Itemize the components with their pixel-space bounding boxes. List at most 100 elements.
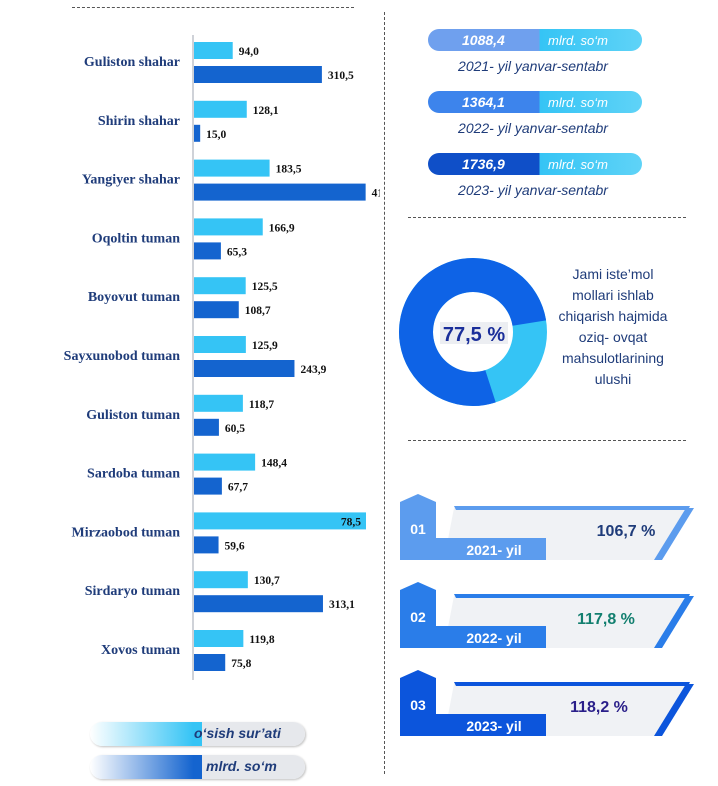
donut-percent-label: 77,5 % (443, 324, 505, 346)
bar-value (194, 418, 219, 436)
bar-value-label: 310,5 (328, 70, 354, 82)
growth-ribbon-edge (654, 508, 694, 560)
growth-year-tab (436, 538, 546, 560)
summary-caption-2023: 2023- yil yanvar-sentabr (458, 182, 608, 198)
bar-growth (194, 571, 248, 589)
bar-growth (194, 453, 256, 471)
growth-number: 03 (410, 697, 426, 713)
summary-value-2022: 1364,1 (462, 94, 505, 110)
growth-ribbon-stroke (454, 682, 690, 686)
bar-value (194, 301, 239, 319)
growth-value: 118,2 % (570, 699, 628, 716)
growth-ribbon-stroke (454, 594, 690, 598)
bar-value-label: 148,4 (261, 458, 287, 470)
bar-value-label: 15,0 (206, 129, 226, 141)
bar-value-label: 183,5 (276, 164, 302, 176)
bar-value-label: 59,6 (225, 540, 245, 552)
summary-pill-2022-bar (428, 91, 642, 113)
bar-value-label: 128,1 (253, 105, 279, 117)
bar-value-label: 119,8 (249, 634, 274, 646)
bar-growth (194, 336, 246, 353)
right-divider-1 (408, 217, 686, 218)
bar-value-label: 78,5 (341, 516, 361, 528)
growth-year-tab (436, 714, 546, 736)
bar-growth (194, 277, 246, 295)
category-label: Mirzaobod tuman (72, 525, 181, 540)
bar-value (194, 536, 219, 554)
category-label: Sirdaryo tuman (85, 584, 181, 599)
bar-value-label: 313,1 (329, 599, 355, 611)
bar-value-label: 166,9 (269, 222, 295, 234)
bar-growth (194, 394, 243, 412)
growth-year-tab (436, 626, 546, 648)
summary-caption-2021: 2021- yil yanvar-sentabr (458, 58, 608, 74)
donut-main-slice (399, 258, 547, 406)
growth-number-badge (400, 494, 436, 560)
bar-value (194, 654, 226, 671)
growth-number-badge (400, 670, 436, 736)
bar-value (194, 66, 322, 83)
bar-value-label: 75,8 (231, 658, 251, 670)
donut-text-line: oziq- ovqat (578, 329, 648, 345)
growth-ribbon-stroke (454, 506, 690, 510)
bar-growth (194, 218, 263, 236)
legend-swatch-growth (90, 722, 305, 746)
growth-number-badge (400, 582, 436, 648)
bar-growth (194, 159, 270, 177)
category-label: Guliston tuman (86, 408, 180, 423)
donut-text-line: chiqarish hajmida (558, 308, 668, 324)
summary-pill-2021-bar (428, 29, 642, 51)
donut-text-line: mahsulotlarining (562, 350, 664, 366)
growth-block-2021: 01 2021- yil 106,7 % (400, 494, 694, 560)
category-label: Sardoba tuman (87, 467, 180, 482)
category-label: Guliston shahar (84, 55, 180, 70)
growth-value: 106,7 % (597, 523, 656, 540)
growth-block-2023: 03 2023- yil 118,2 % (400, 670, 694, 736)
growth-year: 2022- yil (466, 630, 521, 646)
category-label: Sayxunobod tuman (64, 349, 181, 364)
summary-unit-2021: mlrd. so‘m (548, 33, 608, 48)
donut-description: Jami iste’mol mollari ishlab chiqarish h… (533, 264, 693, 390)
growth-panel: 01 2021- yil 106,7 % 02 2022- yil 117,8 … (400, 494, 694, 736)
growth-value: 117,8 % (577, 611, 635, 628)
growth-number: 01 (410, 521, 426, 537)
right-divider-2 (408, 440, 686, 441)
donut-text-line: mollari ishlab (572, 287, 654, 303)
legend-label-value: mlrd. so‘m (206, 758, 277, 774)
bar-value (194, 183, 366, 201)
growth-year: 2021- yil (466, 542, 521, 558)
bar-value-label: 108,7 (245, 305, 271, 317)
summary-pill-2023-bar (428, 153, 642, 175)
donut-chart: 77,5 % (399, 258, 547, 406)
bar-growth (194, 100, 247, 118)
bar-value-label: 243,9 (300, 364, 326, 376)
top-divider (72, 7, 354, 8)
bar-value-label: 125,5 (252, 281, 278, 293)
bar-value (194, 477, 222, 495)
growth-ribbon-edge (654, 596, 694, 648)
summary-value-2023: 1736,9 (462, 156, 505, 172)
bar-growth (194, 512, 366, 530)
legend-swatch-value (90, 755, 305, 779)
bar-value (194, 242, 221, 260)
bar-value-label: 94,0 (239, 46, 259, 58)
bar-value-label: 60,5 (225, 423, 245, 435)
summary-caption-2022: 2022- yil yanvar-sentabr (458, 120, 608, 136)
bar-value-label: 118,7 (249, 399, 274, 411)
bar-chart: Guliston shahar 94,0 310,5 Shirin shahar 128… (64, 35, 380, 680)
summary-unit-2023: mlrd. so‘m (548, 157, 608, 172)
category-label: Shirin shahar (98, 114, 180, 129)
donut-text-line: ulushi (594, 371, 632, 387)
growth-year: 2023- yil (466, 718, 521, 734)
category-label: Oqoltin tuman (92, 231, 181, 246)
donut-label-bg (440, 322, 508, 344)
legend-label-growth: o‘sish sur’ati (194, 725, 281, 741)
bar-growth (194, 630, 244, 647)
growth-number: 02 (410, 609, 426, 625)
summary-value-2021: 1088,4 (462, 32, 505, 48)
bar-value-label: 130,7 (254, 575, 280, 587)
growth-block-2022: 02 2022- yil 117,8 % (400, 582, 694, 648)
vertical-divider (384, 12, 385, 774)
summary-unit-2022: mlrd. so‘m (548, 95, 608, 110)
bar-value-label: 65,3 (227, 246, 247, 258)
